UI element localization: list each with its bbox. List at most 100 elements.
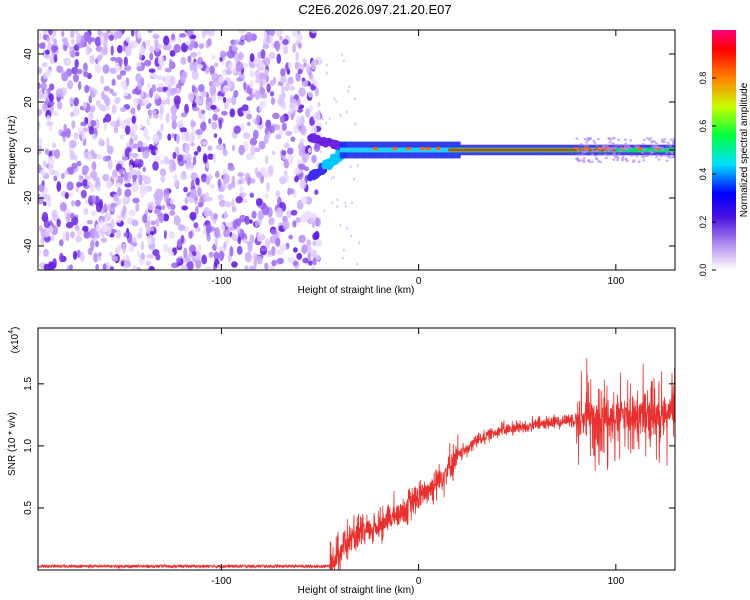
heatmap-noise-cell — [221, 110, 228, 116]
heatmap-noise-cell — [240, 123, 245, 132]
heatmap-noise-cell — [139, 123, 144, 129]
heatmap-noise-cell — [71, 200, 76, 207]
heatmap-noise-cell — [94, 119, 100, 130]
heatmap-ridge-core — [630, 147, 634, 153]
heatmap-noise-cell — [299, 179, 307, 190]
heatmap-noise-cell — [186, 30, 193, 37]
colorbar-tick-label: 0.8 — [698, 72, 708, 85]
heatmap-noise-cell — [214, 170, 220, 179]
heatmap-noise-cell — [155, 149, 159, 155]
heatmap-noise-cell — [212, 152, 216, 164]
heatmap-noise-cell — [138, 226, 144, 234]
heatmap-noise-cell — [85, 45, 91, 56]
heatmap-noise-cell — [133, 97, 139, 107]
heatmap-noise-cell — [218, 75, 225, 84]
heatmap-noise-cell — [134, 158, 141, 164]
heatmap-noise-cell — [71, 66, 79, 75]
heatmap-noise-cell — [94, 63, 102, 74]
heatmap-noise-cell — [123, 232, 129, 238]
heatmap-noise-cell — [112, 193, 119, 202]
heatmap-noise-cell — [183, 247, 188, 259]
heatmap-noise-cell — [80, 121, 87, 127]
heatmap-noise-cell — [146, 117, 151, 126]
heatmap-noise-cell — [185, 161, 190, 170]
heatmap-noise-cell — [157, 56, 163, 65]
heatmap-noise-cell — [249, 234, 255, 245]
heatmap-speck — [321, 117, 324, 121]
heatmap-noise-cell — [196, 64, 204, 69]
heatmap-ridge-core — [415, 147, 419, 153]
heatmap-noise-cell — [575, 157, 579, 160]
heatmap-noise-cell — [308, 217, 314, 224]
heatmap-noise-cell — [233, 39, 239, 45]
heatmap-noise-cell — [180, 264, 188, 270]
heatmap-noise-cell — [161, 205, 166, 211]
heatmap-noise-cell — [124, 260, 131, 268]
heatmap-noise-cell — [111, 92, 118, 97]
heatmap-noise-cell — [116, 243, 122, 254]
heatmap-noise-cell — [160, 99, 168, 105]
heatmap-noise-cell — [306, 153, 311, 159]
heatmap-noise-cell — [597, 160, 601, 163]
heatmap-noise-cell — [642, 147, 646, 150]
heatmap-noise-cell — [255, 78, 260, 84]
heatmap-noise-cell — [623, 146, 627, 149]
heatmap-ridge-core — [443, 147, 447, 153]
heatmap-noise-cell — [107, 159, 113, 171]
heatmap-noise-cell — [635, 146, 639, 149]
heatmap-noise-cell — [135, 37, 141, 44]
heatmap-noise-cell — [295, 72, 301, 82]
heatmap-noise-cell — [603, 153, 607, 156]
heatmap-noise-cell — [262, 43, 270, 50]
spectrogram-y-axis: -40 -20 0 20 40 — [23, 48, 675, 253]
heatmap-noise-cell — [259, 100, 267, 109]
heatmap-noise-cell — [297, 42, 302, 49]
heatmap-noise-cell — [621, 155, 625, 158]
heatmap-noise-cell — [307, 251, 311, 262]
heatmap-noise-cell — [624, 138, 628, 141]
heatmap-noise-cell — [274, 124, 281, 131]
heatmap-noise-cell — [59, 252, 64, 263]
heatmap-noise-cell — [665, 151, 669, 155]
heatmap-noise-cell — [184, 103, 189, 115]
heatmap-noise-cell — [65, 59, 70, 65]
heatmap-noise-cell — [303, 210, 312, 218]
heatmap-noise-cell — [149, 52, 154, 61]
heatmap-noise-cell — [174, 180, 180, 188]
heatmap-noise-cell — [198, 84, 205, 93]
heatmap-noise-cell — [48, 126, 53, 131]
heatmap-noise-cell — [81, 225, 89, 232]
heatmap-noise-cell — [269, 30, 276, 37]
heatmap-noise-cell — [61, 172, 65, 180]
heatmap-noise-cell — [165, 112, 170, 124]
snr-frame — [37, 327, 676, 571]
heatmap-noise-cell — [666, 141, 670, 144]
heatmap-noise-cell — [311, 265, 315, 270]
heatmap-noise-cell — [243, 81, 247, 91]
heatmap-noise-cell — [188, 230, 193, 239]
spectrogram-heatmap — [38, 30, 675, 270]
heatmap-noise-cell — [663, 154, 667, 157]
heatmap-noise-cell — [176, 257, 181, 264]
heatmap-noise-cell — [190, 121, 197, 127]
heatmap-noise-cell — [662, 140, 666, 144]
heatmap-noise-cell — [119, 134, 125, 140]
heatmap-noise-cell — [153, 75, 161, 80]
heatmap-noise-cell — [642, 138, 646, 142]
heatmap-noise-cell — [575, 137, 579, 140]
heatmap-noise-cell — [163, 35, 170, 46]
heatmap-noise-cell — [266, 181, 270, 193]
heatmap-noise-cell — [205, 92, 210, 99]
heatmap-noise-cell — [209, 85, 217, 95]
colorbar-ticks: 0.0 0.2 0.4 0.6 0.8 — [698, 72, 716, 276]
heatmap-noise-cell — [211, 121, 218, 130]
heatmap-noise-cell — [651, 145, 655, 148]
heatmap-noise-cell — [292, 247, 298, 253]
heatmap-speck — [357, 163, 360, 167]
heatmap-noise-cell — [128, 164, 134, 173]
heatmap-noise-cell — [259, 212, 263, 221]
heatmap-noise-cell — [145, 92, 150, 99]
heatmap-noise-cell — [38, 82, 41, 90]
heatmap-noise-cell — [44, 49, 50, 55]
heatmap-noise-cell — [217, 194, 224, 201]
